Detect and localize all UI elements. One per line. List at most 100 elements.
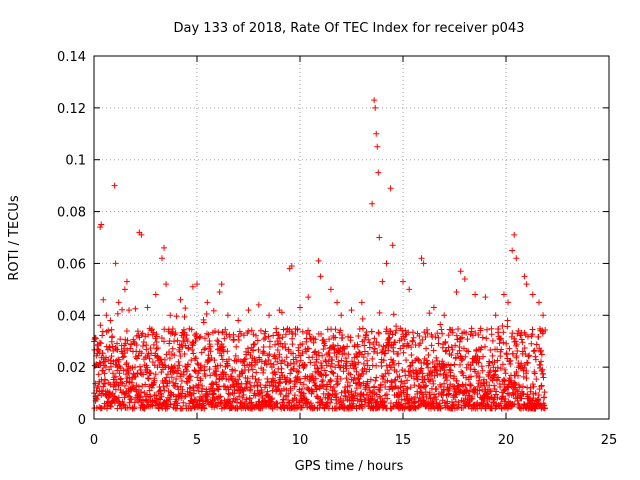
- scatter-point: [284, 374, 291, 381]
- scatter-point: [123, 360, 130, 367]
- scatter-point: [115, 394, 122, 401]
- scatter-point: [333, 393, 340, 400]
- scatter-point: [221, 335, 228, 342]
- scatter-point: [275, 379, 282, 386]
- scatter-point: [240, 391, 247, 398]
- scatter-point: [109, 370, 116, 377]
- scatter-point: [257, 327, 264, 334]
- scatter-point: [452, 342, 459, 349]
- scatter-point: [535, 333, 542, 340]
- scatter-point: [241, 362, 248, 369]
- scatter-point: [262, 358, 269, 365]
- scatter-point: [305, 327, 312, 334]
- scatter-point: [371, 383, 378, 390]
- scatter-point: [468, 382, 475, 389]
- scatter-point: [112, 373, 119, 380]
- scatter-point: [457, 335, 464, 342]
- scatter-point: [434, 330, 441, 337]
- scatter-point: [108, 353, 115, 360]
- scatter-point: [276, 351, 283, 358]
- scatter-point: [212, 371, 219, 378]
- scatter-point: [377, 381, 384, 388]
- scatter-point: [143, 398, 150, 405]
- scatter-point: [207, 372, 214, 379]
- scatter-point: [319, 352, 326, 359]
- data-point: [529, 291, 536, 298]
- scatter-point: [139, 382, 146, 389]
- scatter-point: [114, 310, 121, 317]
- scatter-point: [529, 326, 536, 333]
- scatter-point: [194, 384, 201, 391]
- scatter-point: [419, 336, 426, 343]
- scatter-point: [299, 328, 306, 335]
- scatter-point: [440, 371, 447, 378]
- scatter-point: [366, 344, 373, 351]
- data-point: [194, 281, 200, 288]
- scatter-point: [216, 347, 223, 354]
- scatter-point: [493, 388, 500, 395]
- scatter-point: [445, 387, 452, 394]
- scatter-point: [193, 335, 200, 342]
- scatter-point: [467, 362, 474, 369]
- scatter-point: [364, 350, 371, 357]
- data-point: [94, 384, 101, 391]
- scatter-point: [448, 344, 455, 351]
- scatter-point: [479, 334, 486, 341]
- scatter-point: [102, 377, 109, 384]
- scatter-band: [91, 305, 549, 412]
- scatter-point: [431, 372, 438, 379]
- data-point: [167, 312, 174, 319]
- scatter-point: [530, 383, 537, 390]
- scatter-point: [120, 353, 127, 360]
- scatter-point: [443, 370, 450, 377]
- data-point: [430, 304, 437, 311]
- scatter-point: [218, 398, 225, 405]
- scatter-point: [318, 330, 325, 337]
- scatter-point: [296, 362, 303, 369]
- scatter-point: [265, 393, 272, 400]
- scatter-point: [498, 335, 505, 342]
- data-point: [420, 260, 427, 267]
- scatter-point: [330, 384, 337, 391]
- scatter-point: [476, 355, 483, 362]
- scatter-point: [266, 382, 273, 389]
- data-point: [235, 317, 242, 324]
- scatter-point: [95, 371, 102, 378]
- scatter-point: [502, 395, 509, 402]
- scatter-point: [400, 349, 407, 356]
- scatter-point: [238, 330, 245, 337]
- data-point: [513, 255, 520, 262]
- scatter-point: [513, 353, 520, 360]
- scatter-point: [184, 380, 191, 387]
- scatter-point: [520, 373, 527, 380]
- scatter-point: [450, 402, 457, 409]
- scatter-point: [253, 369, 260, 376]
- scatter-point: [212, 328, 219, 335]
- y-tick-labels: 0 0.02 0.04 0.06 0.08 0.1 0.12 0.14: [57, 50, 86, 428]
- scatter-point: [408, 344, 415, 351]
- scatter-point: [97, 360, 104, 367]
- scatter-point: [325, 358, 332, 365]
- scatter-point: [241, 356, 248, 363]
- scatter-point: [494, 357, 501, 364]
- scatter-point: [506, 375, 513, 382]
- scatter-point: [228, 373, 235, 380]
- scatter-point: [535, 395, 542, 402]
- scatter-point: [453, 377, 460, 384]
- scatter-point: [213, 372, 220, 379]
- scatter-point: [303, 330, 310, 337]
- data-point: [338, 312, 345, 319]
- data-point: [500, 291, 507, 298]
- scatter-point: [467, 373, 474, 380]
- scatter-point: [297, 379, 304, 386]
- scatter-point: [361, 348, 368, 355]
- grid-lines: [94, 56, 609, 419]
- scatter-point: [152, 392, 159, 399]
- scatter-point: [513, 368, 520, 375]
- scatter-point: [359, 315, 366, 322]
- scatter-point: [399, 383, 406, 390]
- scatter-point: [346, 382, 353, 389]
- scatter-point: [451, 394, 458, 401]
- scatter-point: [312, 348, 319, 355]
- scatter-point: [364, 391, 371, 398]
